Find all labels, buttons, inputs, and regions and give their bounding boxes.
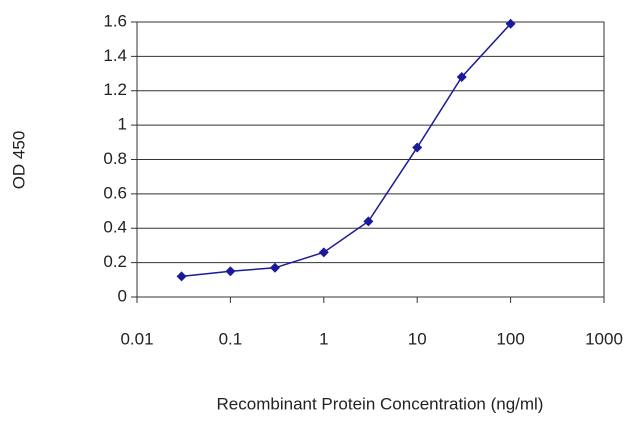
y-tick-label: 0.8 (103, 149, 127, 168)
data-point (225, 266, 236, 277)
data-point (318, 247, 329, 258)
x-tick-label: 0.01 (120, 329, 153, 348)
data-point (363, 216, 374, 227)
x-tick-label: 1000 (585, 329, 623, 348)
x-tick-label: 1 (319, 329, 328, 348)
plot-frame (136, 21, 605, 298)
data-point (412, 142, 423, 153)
y-axis-label: OD 450 (9, 131, 28, 190)
y-tick-label: 0 (118, 286, 127, 305)
x-axis-label: Recombinant Protein Concentration (ng/ml… (217, 394, 544, 413)
x-tick-label: 0.1 (219, 329, 243, 348)
y-tick-label: 1.2 (103, 80, 127, 99)
y-tick-label: 0.6 (103, 183, 127, 202)
data-point (456, 72, 467, 82)
data-point (269, 262, 280, 273)
data-point (505, 18, 516, 29)
y-tick-label: 1.4 (103, 46, 127, 65)
y-tick-label: 0.4 (103, 218, 127, 237)
y-tick-label: 1 (118, 115, 127, 134)
x-tick-label: 10 (408, 329, 427, 348)
y-tick-label: 1.6 (103, 11, 127, 30)
x-tick-label: 100 (496, 329, 524, 348)
data-point (176, 271, 187, 282)
series-line (181, 23, 512, 278)
y-tick-label: 0.2 (103, 252, 127, 271)
